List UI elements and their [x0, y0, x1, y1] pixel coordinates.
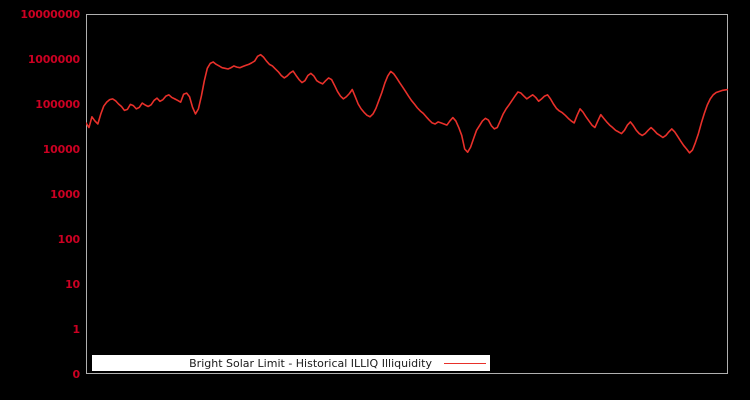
- y-tick-label: 0: [72, 368, 81, 381]
- legend-line-swatch-icon: [444, 358, 486, 369]
- y-tick-label: 1000: [50, 188, 80, 201]
- plot-area-border: [86, 14, 728, 374]
- y-tick-label: 100: [57, 233, 81, 246]
- y-tick-label: 10000000: [20, 8, 80, 21]
- y-tick-label: 1: [72, 323, 81, 336]
- y-tick-label: 100000: [35, 98, 80, 111]
- series-line-bright-solar-limit: [86, 53, 728, 154]
- legend-label: Bright Solar Limit - Historical ILLIQ Il…: [189, 356, 432, 370]
- legend: Bright Solar Limit - Historical ILLIQ Il…: [92, 355, 490, 371]
- y-tick-label: 1000000: [27, 53, 80, 66]
- y-tick-label: 10: [65, 278, 80, 291]
- series-plot: [86, 53, 728, 154]
- y-tick-label: 10000: [42, 143, 80, 156]
- y-axis: 10000000 1000000 100000 10000 1000 100 10 1 0: [0, 0, 80, 400]
